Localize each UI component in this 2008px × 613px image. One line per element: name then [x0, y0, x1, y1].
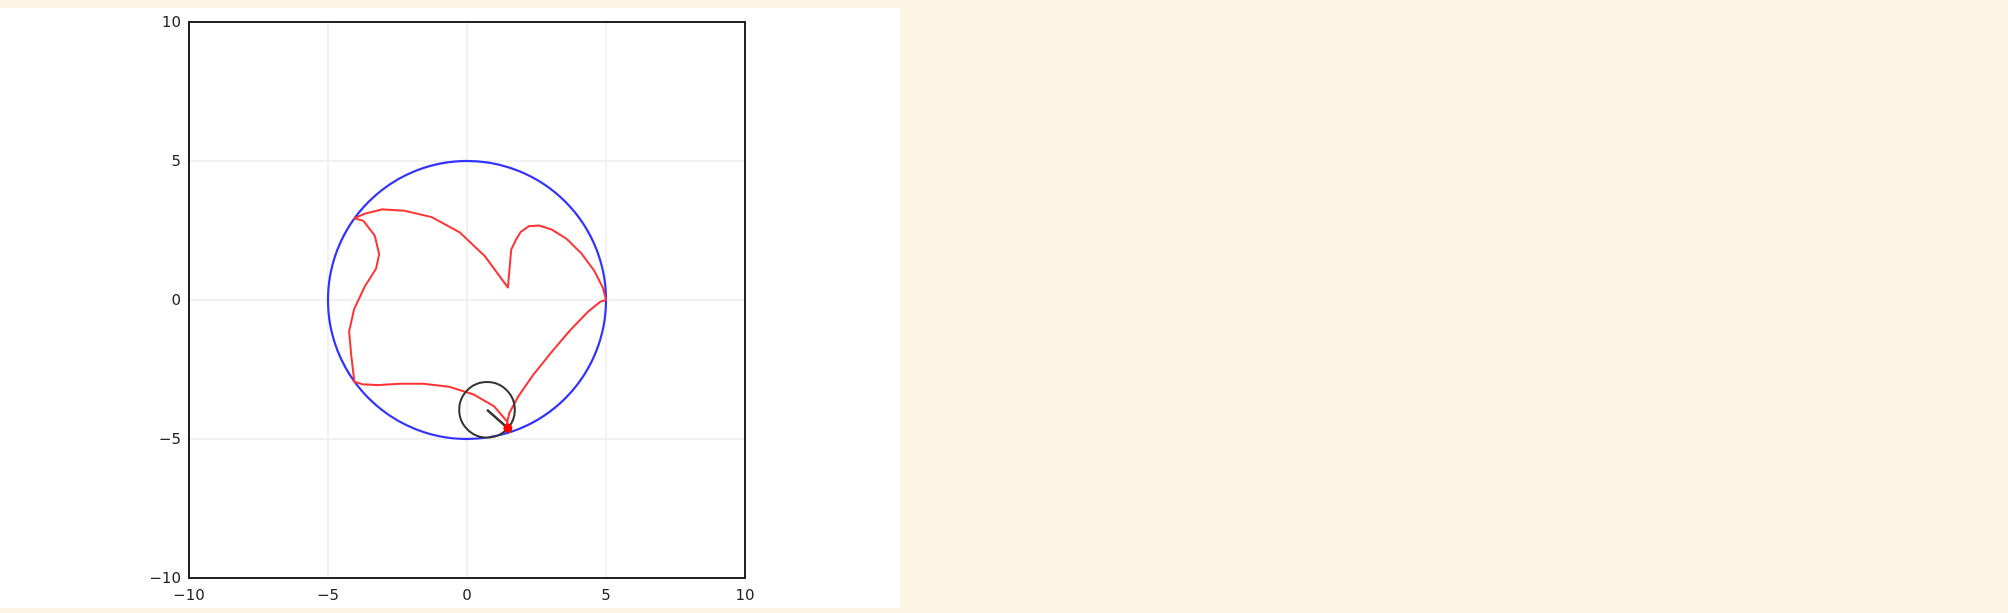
plot-panel: −10 −5 0 5 10 −10 −5 0 5 10 [0, 8, 900, 608]
axes-frame [188, 21, 746, 579]
y-tick-label: 10 [162, 13, 181, 31]
x-tick-label: 10 [735, 586, 754, 604]
y-tick-label: −5 [159, 430, 181, 448]
grid [188, 21, 746, 579]
y-tick-label: 0 [171, 291, 181, 309]
curves [326, 159, 608, 441]
x-tick-label: 5 [601, 586, 611, 604]
y-tick-label: −10 [149, 569, 181, 587]
x-tick-label: −5 [317, 586, 339, 604]
x-tick-label: 0 [462, 586, 472, 604]
tick-labels: −10 −5 0 5 10 −10 −5 0 5 10 [149, 13, 754, 604]
hypocycloid-chart: −10 −5 0 5 10 −10 −5 0 5 10 [149, 13, 754, 604]
rolling-circle [458, 381, 516, 439]
x-tick-label: −10 [173, 586, 205, 604]
radius-segment [486, 408, 509, 430]
trace-curve [348, 208, 607, 434]
y-tick-label: 5 [171, 152, 181, 170]
tracer-point [503, 423, 513, 433]
